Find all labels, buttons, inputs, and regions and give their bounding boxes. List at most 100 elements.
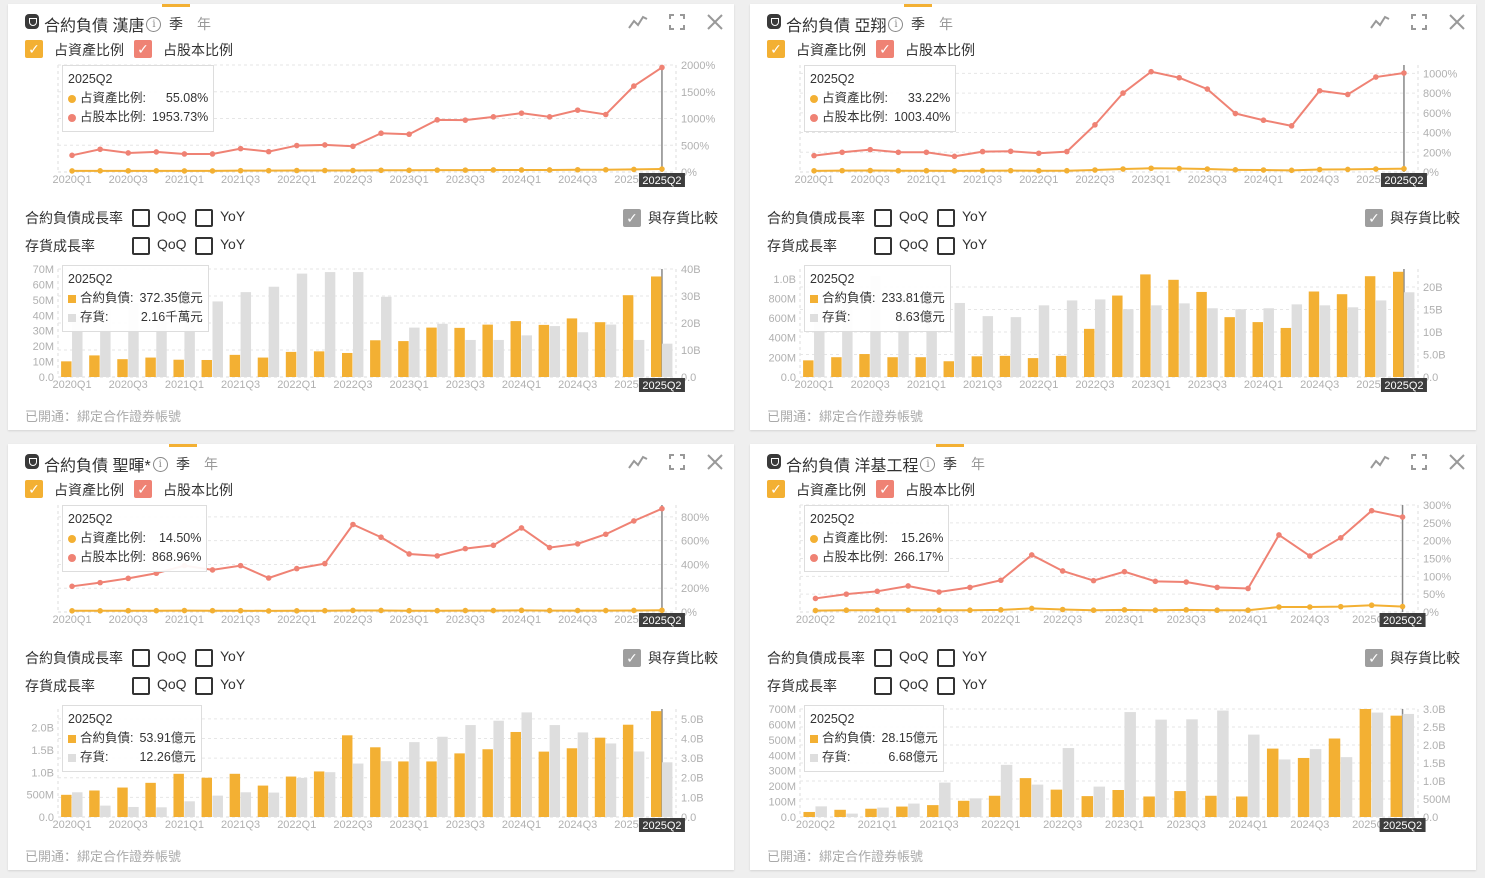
equity-ratio-point	[1121, 568, 1128, 575]
info-icon[interactable]: i	[920, 456, 936, 472]
x-tick-label: 2022Q1	[981, 819, 1020, 831]
legend-checkbox-equity[interactable]: ✓	[876, 480, 894, 498]
highlight-period-label: 2025Q2	[1384, 380, 1423, 392]
period-tab-quarter[interactable]: 季	[911, 16, 925, 32]
legend-checkbox-equity[interactable]: ✓	[134, 40, 152, 58]
checkbox-yoy[interactable]	[195, 677, 213, 695]
close-icon[interactable]	[1448, 13, 1466, 31]
line-chart-icon[interactable]	[1370, 13, 1390, 31]
asset-ratio-point	[1276, 604, 1282, 610]
compare-inventory-checkbox[interactable]: ✓	[1365, 649, 1383, 667]
fullscreen-icon[interactable]	[668, 453, 686, 471]
inventory-bar	[1010, 317, 1022, 377]
equity-ratio-point	[434, 553, 441, 559]
inventory-bar	[465, 339, 476, 377]
period-tab-quarter[interactable]: 季	[169, 16, 183, 32]
legend-checkbox-equity[interactable]: ✓	[876, 40, 894, 58]
period-tab-year[interactable]: 年	[939, 16, 953, 32]
inventory-bar	[1031, 784, 1044, 817]
checkbox-yoy[interactable]	[937, 649, 955, 667]
inventory-bar	[100, 307, 111, 377]
x-tick-label: 2021Q1	[858, 819, 897, 831]
x-tick-label: 2024Q3	[558, 614, 597, 626]
y-right-tick-label: 100%	[1423, 571, 1451, 583]
x-tick-label: 2023Q3	[1188, 379, 1227, 391]
tooltip-marker	[810, 753, 818, 762]
checkbox-qoq[interactable]	[132, 677, 150, 695]
period-tab-year[interactable]: 年	[197, 16, 211, 32]
x-tick-label: 2023Q3	[446, 614, 485, 626]
legend-checkbox-equity[interactable]: ✓	[134, 480, 152, 498]
contract-liability-bar	[566, 748, 578, 817]
inventory-bar	[296, 273, 308, 377]
checkbox-qoq[interactable]	[874, 649, 892, 667]
info-icon[interactable]: i	[152, 456, 168, 472]
contract-liability-bar	[650, 711, 662, 817]
growth-row-label: 存貨成長率	[25, 238, 95, 254]
fullscreen-icon[interactable]	[1410, 13, 1428, 31]
asset-ratio-point	[209, 607, 216, 614]
close-icon[interactable]	[706, 13, 724, 31]
checkbox-qoq[interactable]	[132, 649, 150, 667]
checkbox-yoy[interactable]	[195, 649, 213, 667]
asset-ratio-point	[434, 607, 441, 614]
contract-liability-bar	[201, 359, 212, 377]
growth-row-label: 存貨成長率	[25, 678, 95, 694]
checkbox-yoy[interactable]	[937, 677, 955, 695]
line-chart-icon[interactable]	[628, 13, 648, 31]
y-right-tick-label: 400%	[1423, 128, 1451, 140]
checkbox-yoy[interactable]	[937, 209, 955, 227]
contract-liability-bar	[398, 341, 409, 377]
contract-liability-bar	[89, 790, 100, 817]
close-icon[interactable]	[706, 453, 724, 471]
period-tab-year[interactable]: 年	[971, 456, 985, 472]
option-label: QoQ	[899, 236, 929, 252]
period-tab-year[interactable]: 年	[204, 456, 218, 472]
period-tab-quarter[interactable]: 季	[176, 456, 190, 472]
checkbox-qoq[interactable]	[132, 237, 150, 255]
checkbox-yoy[interactable]	[195, 209, 213, 227]
asset-ratio-point	[97, 168, 103, 174]
checkbox-qoq[interactable]	[874, 209, 892, 227]
contract-liability-bar	[1140, 274, 1151, 377]
asset-ratio-point	[546, 167, 553, 173]
legend-checkbox-asset[interactable]: ✓	[25, 40, 43, 58]
y-left-tick-label: 1.5B	[31, 745, 54, 757]
tooltip: 2025Q2 合約負債: 233.81億元 存貨: 8.63億元	[804, 265, 951, 332]
y-left-tick-label: 0.0	[39, 812, 54, 824]
asset-ratio-point	[293, 167, 300, 174]
y-right-tick-label: 0%	[1423, 167, 1439, 179]
checkbox-qoq[interactable]	[874, 237, 892, 255]
info-icon[interactable]: i	[146, 16, 162, 32]
y-right-tick-label: 0%	[1423, 607, 1439, 619]
checkbox-yoy[interactable]	[195, 237, 213, 255]
inventory-bar	[1066, 300, 1078, 377]
period-tab-quarter[interactable]: 季	[943, 456, 957, 472]
legend-checkbox-asset[interactable]: ✓	[25, 480, 43, 498]
legend-checkbox-asset[interactable]: ✓	[767, 480, 785, 498]
highlight-period-box	[638, 173, 685, 187]
tooltip: 2025Q2 占資產比例: 55.08% 占股本比例: 1953.73%	[62, 65, 215, 132]
compare-inventory-checkbox[interactable]: ✓	[623, 649, 641, 667]
fullscreen-icon[interactable]	[1410, 453, 1428, 471]
checkbox-qoq[interactable]	[132, 209, 150, 227]
x-tick-label: 2023Q1	[1132, 379, 1171, 391]
compare-inventory-checkbox[interactable]: ✓	[1365, 209, 1383, 227]
contract-liability-bar	[971, 356, 983, 377]
checkbox-qoq[interactable]	[874, 677, 892, 695]
chart-panel: 0% 200% 400% 600% 800% 2020Q1 2020Q3 2021Q1 2021…	[8, 444, 734, 870]
info-icon[interactable]: i	[888, 16, 904, 32]
inventory-bar	[1375, 300, 1387, 377]
line-chart-icon[interactable]	[1370, 453, 1390, 471]
x-tick-label: 2024Q3	[1300, 174, 1339, 186]
highlight-period-box	[638, 613, 685, 627]
line-chart-icon[interactable]	[628, 453, 648, 471]
growth-row-label: 合約負債成長率	[25, 650, 123, 666]
fullscreen-icon[interactable]	[668, 13, 686, 31]
close-icon[interactable]	[1448, 453, 1466, 471]
y-right-tick-label: 5.0B	[1423, 350, 1446, 362]
y-right-tick-label: 1500%	[681, 87, 715, 99]
checkbox-yoy[interactable]	[937, 237, 955, 255]
legend-checkbox-asset[interactable]: ✓	[767, 40, 785, 58]
compare-inventory-checkbox[interactable]: ✓	[623, 209, 641, 227]
